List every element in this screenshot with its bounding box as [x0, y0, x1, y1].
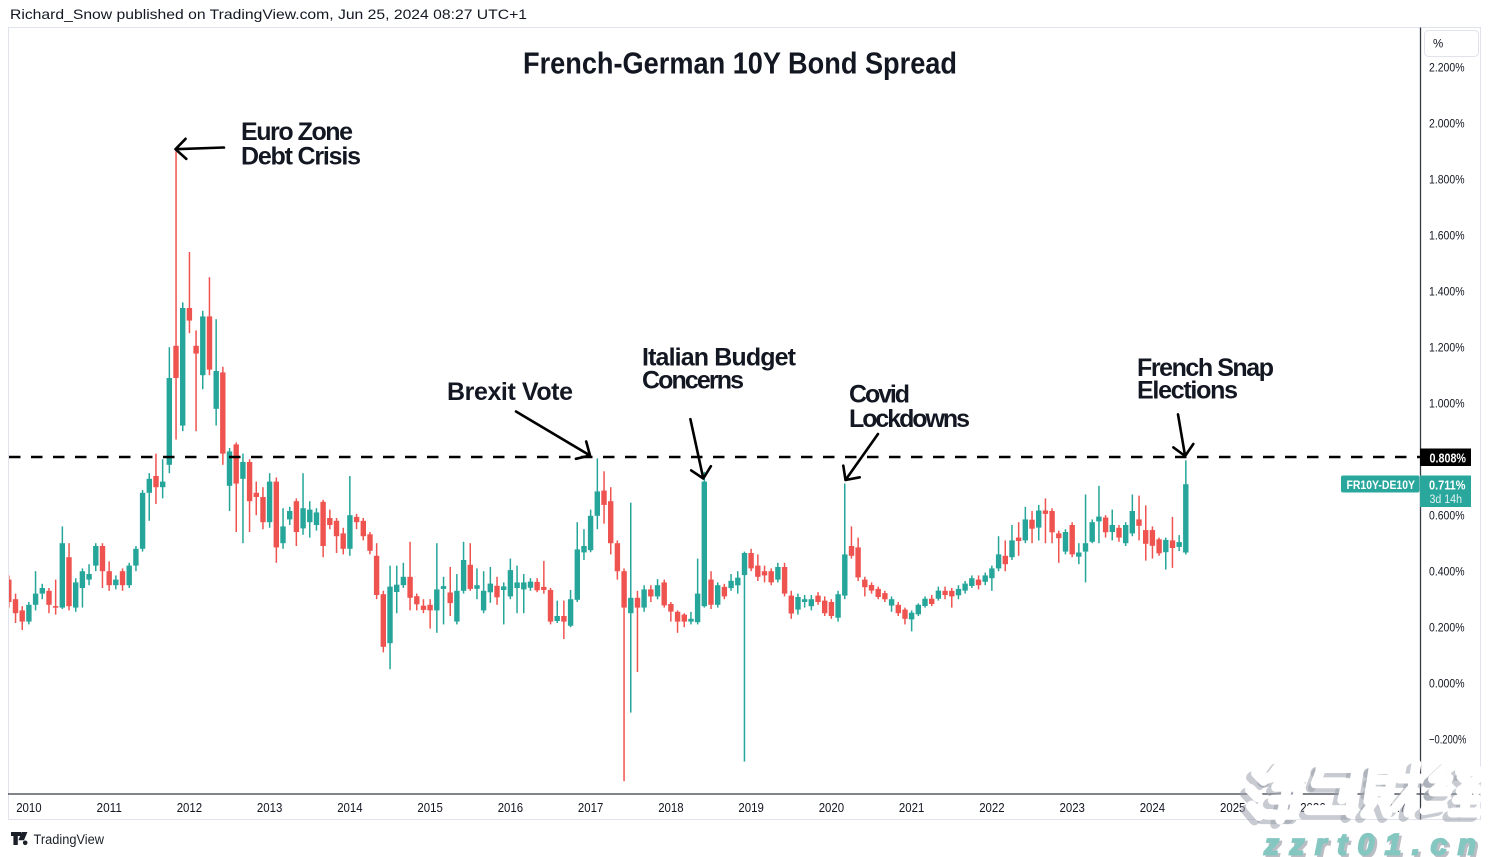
svg-text:Concerns: Concerns	[642, 367, 744, 395]
svg-text:%: %	[1433, 39, 1443, 51]
svg-text:2023: 2023	[1060, 800, 1085, 815]
svg-text:2012: 2012	[177, 800, 202, 815]
svg-text:Richard_Snow published on Trad: Richard_Snow published on TradingView.co…	[10, 6, 527, 22]
svg-text:2011: 2011	[97, 800, 122, 815]
svg-text:0.400%: 0.400%	[1429, 565, 1465, 579]
svg-text:zzrt01.cn: zzrt01.cn	[1263, 829, 1476, 857]
svg-text:2019: 2019	[738, 800, 763, 815]
svg-text:1.600%: 1.600%	[1429, 229, 1465, 243]
svg-text:2013: 2013	[257, 800, 282, 815]
svg-text:−0.200%: −0.200%	[1429, 733, 1467, 747]
svg-text:2014: 2014	[337, 800, 362, 815]
svg-text:1.000%: 1.000%	[1429, 397, 1465, 411]
svg-text:0.711%: 0.711%	[1429, 478, 1466, 492]
svg-text:2024: 2024	[1140, 800, 1165, 815]
svg-text:2015: 2015	[417, 800, 442, 815]
svg-text:2010: 2010	[16, 800, 41, 815]
svg-text:0.000%: 0.000%	[1429, 677, 1465, 691]
svg-text:2.000%: 2.000%	[1429, 117, 1465, 131]
svg-text:French Snap: French Snap	[1137, 354, 1274, 382]
svg-text:0.200%: 0.200%	[1429, 621, 1465, 635]
svg-text:Italian Budget: Italian Budget	[642, 344, 797, 372]
svg-text:zzrt01.cn: zzrt01.cn	[1266, 831, 1479, 857]
svg-text:2020: 2020	[819, 800, 844, 815]
svg-text:Elections: Elections	[1137, 377, 1238, 405]
svg-text:Lockdowns: Lockdowns	[849, 405, 970, 433]
svg-text:2016: 2016	[498, 800, 523, 815]
svg-text:2017: 2017	[578, 800, 603, 815]
svg-text:Euro Zone: Euro Zone	[241, 118, 353, 146]
svg-text:Covid: Covid	[849, 381, 910, 409]
svg-text:FR10Y-DE10Y: FR10Y-DE10Y	[1347, 478, 1416, 492]
svg-text:2025: 2025	[1220, 800, 1245, 815]
svg-text:2021: 2021	[899, 800, 924, 815]
svg-text:2.200%: 2.200%	[1429, 61, 1465, 75]
svg-text:2022: 2022	[979, 800, 1004, 815]
svg-text:0.600%: 0.600%	[1429, 509, 1465, 523]
svg-text:Debt Crisis: Debt Crisis	[241, 143, 361, 171]
svg-text:1.400%: 1.400%	[1429, 285, 1465, 299]
svg-text:Brexit Vote: Brexit Vote	[447, 378, 573, 406]
svg-text:TradingView: TradingView	[34, 832, 105, 847]
svg-text:2018: 2018	[658, 800, 683, 815]
svg-text:0.808%: 0.808%	[1430, 451, 1467, 465]
svg-text:French-German 10Y Bond Spread: French-German 10Y Bond Spread	[523, 47, 957, 81]
svg-text:3d 14h: 3d 14h	[1430, 494, 1463, 506]
svg-text:1.800%: 1.800%	[1429, 173, 1465, 187]
svg-text:1.200%: 1.200%	[1429, 341, 1465, 355]
